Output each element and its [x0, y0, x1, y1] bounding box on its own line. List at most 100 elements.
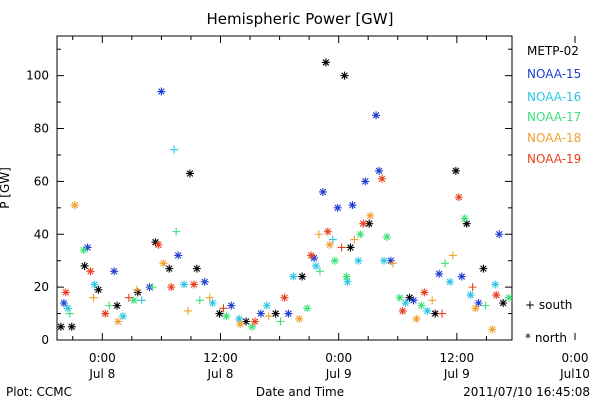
data-point-noaa-17-south — [276, 317, 285, 326]
data-point-noaa-19-north — [420, 288, 429, 297]
data-point-noaa-15-north — [200, 277, 209, 286]
footer-plot-credit: Plot: CCMC — [6, 385, 72, 399]
data-point-noaa-16-north — [343, 277, 352, 286]
data-point-metp-02-north — [80, 261, 89, 270]
data-point-noaa-19-north — [167, 283, 176, 292]
data-point-noaa-19-south — [468, 283, 477, 292]
data-point-metp-02-north — [340, 71, 349, 80]
data-point-noaa-19-north — [250, 317, 259, 326]
data-point-noaa-16-north — [262, 301, 271, 310]
data-point-metp-02-north — [451, 166, 460, 175]
data-point-metp-02-north — [431, 309, 440, 318]
data-point-noaa-17-north — [222, 312, 231, 321]
data-point-noaa-16-north — [63, 304, 72, 313]
data-point-noaa-19-north — [323, 227, 332, 236]
data-point-metp-02-north — [365, 219, 374, 228]
y-tick-label: 0 — [41, 333, 49, 347]
data-point-noaa-15-north — [457, 272, 466, 281]
data-point-noaa-18-south — [264, 312, 273, 321]
data-point-noaa-16-north — [312, 261, 321, 270]
data-point-noaa-17-south — [195, 296, 204, 305]
data-point-noaa-15-north — [495, 230, 504, 239]
data-point-noaa-18-south — [89, 293, 98, 302]
data-point-noaa-19-north — [154, 240, 163, 249]
chart-title: Hemispheric Power [GW] — [206, 10, 394, 28]
data-point-metp-02-north — [499, 298, 508, 307]
y-tick-label: 80 — [34, 122, 49, 136]
data-point-metp-02-north — [321, 58, 330, 67]
data-point-noaa-18-north — [114, 317, 123, 326]
data-point-noaa-16-north — [208, 298, 217, 307]
x-tick-label-time: 0:00 — [89, 351, 116, 365]
data-point-noaa-18-north — [325, 240, 334, 249]
data-point-noaa-17-south — [148, 283, 157, 292]
data-point-noaa-16-north — [401, 298, 410, 307]
data-point-noaa-17-south — [481, 301, 490, 310]
data-point-noaa-19-north — [359, 219, 368, 228]
data-point-noaa-15-north — [474, 298, 483, 307]
data-point-noaa-17-south — [65, 309, 74, 318]
data-point-noaa-17-south — [105, 301, 114, 310]
data-point-noaa-16-north — [466, 291, 475, 300]
data-point-noaa-15-north — [375, 166, 384, 175]
y-tick-label: 60 — [34, 174, 49, 188]
data-point-noaa-16-south — [170, 145, 179, 154]
x-tick-label-date: Jul 9 — [443, 367, 470, 381]
y-tick-label: 20 — [34, 280, 49, 294]
data-point-noaa-17-south — [315, 267, 324, 276]
data-point-metp-02-north — [271, 309, 280, 318]
x-tick-label-date: Jul 8 — [207, 367, 234, 381]
data-point-metp-02-north — [185, 169, 194, 178]
data-point-noaa-19-north — [189, 280, 198, 289]
data-point-noaa-17-north — [417, 301, 426, 310]
data-point-noaa-18-south — [183, 306, 192, 315]
data-point-noaa-16-north — [491, 280, 500, 289]
data-point-metp-02-north — [346, 243, 355, 252]
data-point-noaa-17-north — [460, 214, 469, 223]
data-point-noaa-18-north — [159, 259, 168, 268]
data-point-metp-02-north — [56, 322, 65, 331]
data-point-noaa-17-south — [441, 259, 450, 268]
data-point-noaa-17-north — [382, 232, 391, 241]
data-point-noaa-15-north — [372, 111, 381, 120]
data-point-noaa-18-north — [471, 304, 480, 313]
data-point-noaa-15-north — [83, 243, 92, 252]
data-point-noaa-17-north — [356, 230, 365, 239]
data-point-noaa-17-north — [248, 322, 256, 331]
data-point-metp-02-north — [113, 301, 122, 310]
data-point-metp-02-north — [405, 293, 414, 302]
data-point-noaa-15-north — [435, 269, 444, 278]
x-tick-label-date: Jul10 — [559, 367, 590, 381]
legend-entry-noaa-18: NOAA-18 — [527, 131, 582, 145]
data-point-noaa-18-north — [412, 314, 421, 323]
data-point-metp-02-north — [94, 285, 103, 294]
data-point-noaa-18-south — [388, 259, 397, 268]
x-tick-label-date: Jul 9 — [325, 367, 352, 381]
data-point-noaa-15-north — [157, 87, 166, 96]
data-point-noaa-15-north — [361, 177, 370, 186]
data-point-metp-02-north — [479, 264, 488, 273]
data-point-noaa-19-north — [454, 193, 463, 202]
data-point-noaa-16-north — [379, 256, 388, 265]
legend-entry-noaa-15: NOAA-15 — [527, 67, 582, 81]
data-point-noaa-15-north — [110, 267, 119, 276]
y-tick-label: 40 — [34, 227, 49, 241]
data-point-noaa-16-north — [354, 256, 363, 265]
data-point-metp-02-north — [192, 264, 201, 273]
x-tick-label-time: 12:00 — [440, 351, 475, 365]
data-point-noaa-17-north — [79, 246, 88, 255]
legend-entry-metp-02: METP-02 — [527, 44, 579, 58]
data-point-noaa-17-south — [172, 227, 181, 236]
data-point-noaa-16-north — [90, 280, 99, 289]
data-point-noaa-19-north — [307, 251, 316, 260]
data-point-noaa-18-north — [488, 325, 497, 334]
data-point-noaa-18-north — [70, 201, 79, 210]
data-point-noaa-16-north — [180, 280, 189, 289]
data-point-noaa-15-north — [333, 203, 342, 212]
data-point-noaa-15-north — [284, 309, 293, 318]
data-point-noaa-16-north — [289, 272, 298, 281]
x-tick-label-date: Jul 8 — [88, 367, 115, 381]
plot-frame — [56, 35, 513, 341]
data-point-noaa-16-north — [445, 277, 454, 286]
